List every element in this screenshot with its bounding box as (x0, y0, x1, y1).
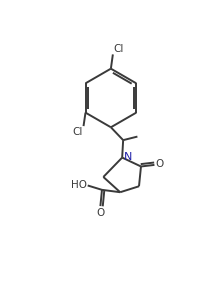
Text: Cl: Cl (114, 44, 124, 54)
Text: O: O (155, 160, 164, 169)
Text: HO: HO (71, 181, 87, 190)
Text: N: N (124, 151, 132, 162)
Text: Cl: Cl (72, 127, 83, 137)
Text: O: O (96, 208, 105, 218)
